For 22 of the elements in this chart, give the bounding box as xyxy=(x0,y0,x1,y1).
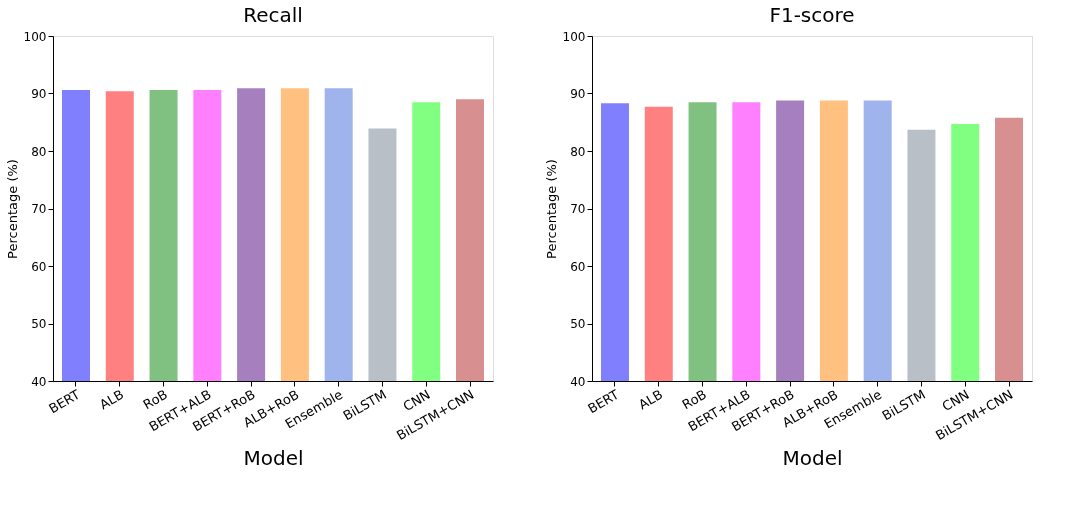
x-tick-label: ALB xyxy=(97,386,127,413)
y-tick-label: 50 xyxy=(570,317,586,331)
y-tick-label: 60 xyxy=(31,259,47,274)
y-tick-label: 50 xyxy=(31,317,47,331)
y-tick-label: 60 xyxy=(570,259,586,274)
y-tick-label: 100 xyxy=(23,29,47,44)
chart-title: Recall xyxy=(243,3,303,27)
x-axis-title: Model xyxy=(782,446,843,471)
x-tick-label: ALB xyxy=(636,386,666,413)
y-tick-label: 40 xyxy=(570,374,586,389)
y-axis-title: Percentage (%) xyxy=(4,159,20,259)
chart-title: F1-score xyxy=(769,3,855,27)
y-tick-label: 80 xyxy=(570,144,586,159)
y-tick-label: 40 xyxy=(31,374,47,389)
y-tick-label: 70 xyxy=(31,202,47,216)
y-axis-title: Percentage (%) xyxy=(543,159,559,259)
y-tick-label: 70 xyxy=(570,202,586,216)
x-axis-title: Model xyxy=(243,446,304,471)
y-tick-label: 100 xyxy=(562,29,586,44)
y-tick-label: 80 xyxy=(31,144,47,159)
y-tick-label: 90 xyxy=(31,87,47,101)
y-tick-label: 90 xyxy=(570,87,586,101)
